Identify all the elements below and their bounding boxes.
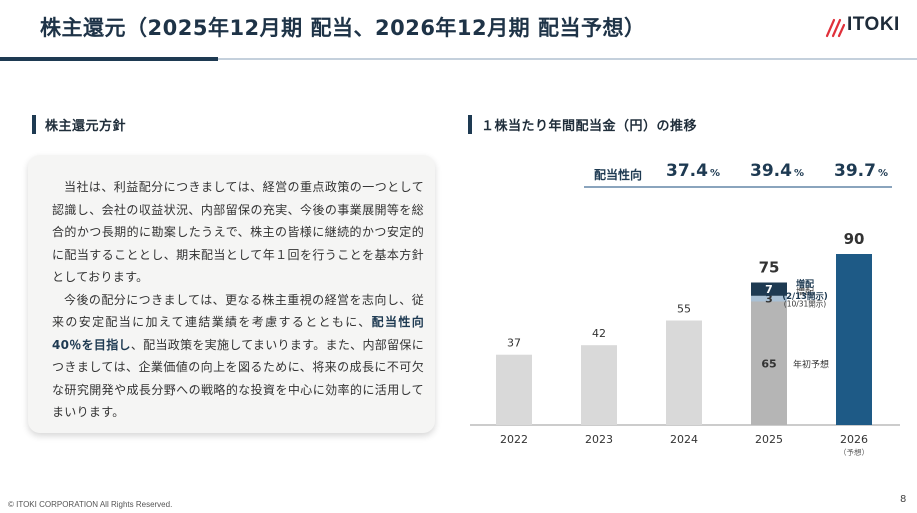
policy-heading: 株主還元方針 xyxy=(32,115,126,134)
bar-2023 xyxy=(581,345,617,425)
payout-unit: % xyxy=(709,168,720,179)
segment-name-label: 増配 xyxy=(796,278,814,290)
payout-ratio-2024: 37.4% xyxy=(666,161,720,181)
bar-segment-1 xyxy=(751,295,787,302)
x-tick-note: （予想） xyxy=(839,447,869,457)
policy-text: 当社は、利益配分につきましては、経営の重点政策の一つとして認識し、会社の収益状況… xyxy=(52,176,424,424)
bar-value-label: 55 xyxy=(677,303,691,316)
segment-sub-label: (10/31開示) xyxy=(784,300,827,309)
bar-value-label: 37 xyxy=(507,337,521,350)
x-tick-label: 2023 xyxy=(585,433,613,446)
payout-ratio-row: 配当性向 37.4% 39.4% 39.7% xyxy=(584,158,892,186)
heading-bar xyxy=(32,115,36,134)
x-tick-label: 2025 xyxy=(755,433,783,446)
segment-name-label: 増配 xyxy=(796,286,814,298)
x-tick-label: 2022 xyxy=(500,433,528,446)
payout-value: 39.7 xyxy=(834,161,876,181)
heading-bar xyxy=(468,115,472,134)
segment-value-label: 3 xyxy=(765,293,773,306)
bar-value-label: 75 xyxy=(759,259,780,277)
payout-ratio-2026: 39.7% xyxy=(834,161,888,181)
bar-value-label: 90 xyxy=(844,230,865,248)
segment-sub-label: (2/13開示) xyxy=(782,292,828,302)
x-tick-label: 2024 xyxy=(670,433,698,446)
title-rule xyxy=(218,58,917,60)
logo-text: ITOKI xyxy=(847,14,900,35)
policy-para2-post: 、配当政策を実施してまいります。また、内部留保につきましては、企業価値の向上を図… xyxy=(52,337,424,420)
itoki-mark-icon xyxy=(825,18,845,38)
policy-box xyxy=(28,155,435,433)
payout-ratio-2025: 39.4% xyxy=(750,161,804,181)
page-title: 株主還元（2025年12月期 配当、2026年12月期 配当予想） xyxy=(40,16,646,40)
bar-value-label: 42 xyxy=(592,327,606,340)
itoki-logo: ITOKI xyxy=(825,14,907,42)
page-number: 8 xyxy=(900,494,907,505)
bar-2022 xyxy=(496,354,532,425)
policy-highlight: 配当性向40％を目指し xyxy=(52,315,424,352)
payout-unit: % xyxy=(877,168,888,179)
segment-name-label: 年初予想 xyxy=(793,358,829,370)
policy-para2-pre: 今後の配分につきましては、更なる株主重視の経営を志向し、従来の安定配当に加えて連… xyxy=(52,292,424,330)
x-tick-label: 2026 xyxy=(840,433,868,446)
title-rule-accent xyxy=(0,57,218,61)
bar-2026 xyxy=(836,254,872,425)
bar-segment-2 xyxy=(751,282,787,296)
payout-unit: % xyxy=(793,168,804,179)
policy-heading-text: 株主還元方針 xyxy=(45,119,127,134)
bar-segment-0 xyxy=(751,301,787,425)
policy-paragraph-1: 当社は、利益配分につきましては、経営の重点政策の一つとして認識し、会社の収益状況… xyxy=(52,180,424,284)
payout-value: 37.4 xyxy=(666,161,708,181)
segment-value-label: 7 xyxy=(765,283,773,296)
payout-label: 配当性向 xyxy=(594,168,643,182)
dividend-heading: １株当たり年間配当金（円）の推移 xyxy=(468,115,697,134)
copyright: © ITOKI CORPORATION All Rights Reserved. xyxy=(8,500,173,509)
payout-value: 39.4 xyxy=(750,161,792,181)
policy-paragraph-2: 今後の配分につきましては、更なる株主重視の経営を志向し、従来の安定配当に加えて連… xyxy=(52,289,424,424)
bar-2024 xyxy=(666,320,702,425)
segment-value-label: 65 xyxy=(761,357,776,370)
payout-rule xyxy=(584,186,892,188)
dividend-heading-text: １株当たり年間配当金（円）の推移 xyxy=(481,119,698,134)
